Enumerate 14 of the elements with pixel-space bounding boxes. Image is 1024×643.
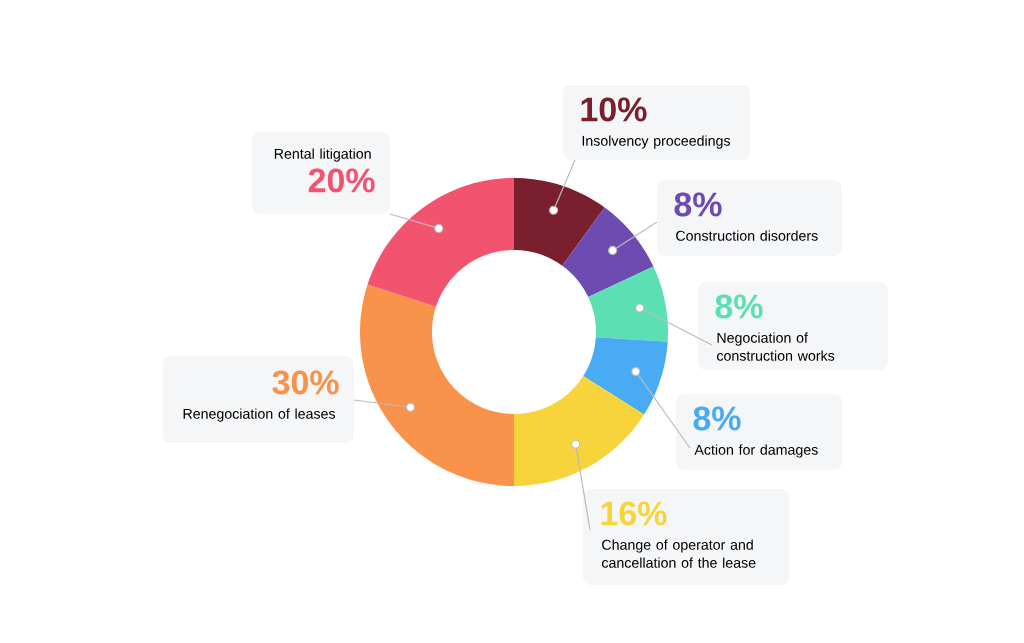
data-label: 20% [308, 168, 375, 193]
data-label: 16% [601, 501, 667, 526]
slice-label: Renegociation of leases [183, 408, 336, 422]
slice-label: Insolvency proceedings [582, 135, 731, 149]
slice-label: Construction disorders [676, 230, 818, 241]
data-label: 10% [581, 97, 647, 122]
slice-label: Rental litigation [274, 148, 371, 162]
data-label: 8% [674, 192, 722, 217]
data-label: 8% [693, 406, 741, 431]
slice-label: Negociation of construction works [717, 332, 835, 361]
slice-label: Change of operator and cancellation of the lease [602, 539, 756, 568]
data-label: 8% [715, 294, 763, 319]
slice-label: Action for damages [694, 444, 818, 458]
data-label: 30% [272, 370, 339, 395]
